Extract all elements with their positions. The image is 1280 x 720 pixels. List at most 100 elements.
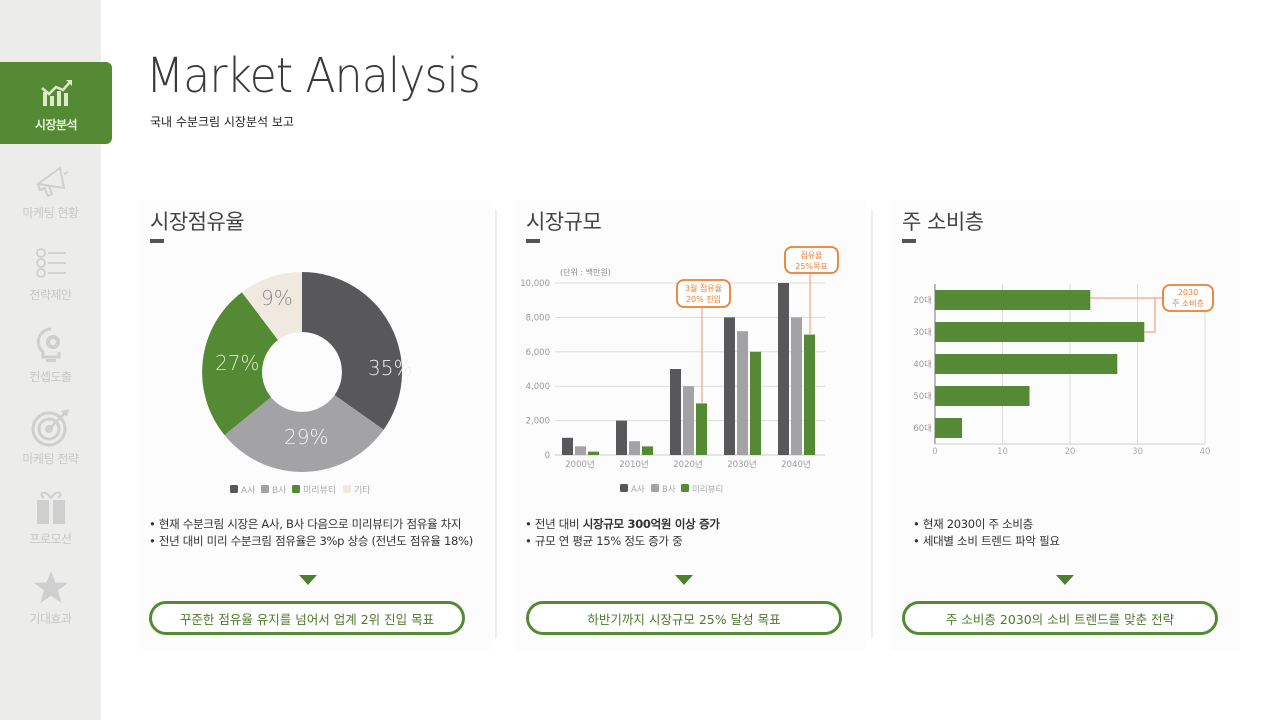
svg-text:A사: A사 <box>241 485 256 496</box>
sidebar-item-label: 마케팅 현황 <box>22 205 79 220</box>
bullet-item: • 규모 연 평균 15% 정도 증가 중 <box>525 534 683 548</box>
sidebar-item-marketing-status[interactable]: 마케팅 현황 <box>0 150 101 232</box>
sidebar-item-expected-effect[interactable]: 기대효과 <box>0 556 101 638</box>
x-axis-ticks: 2000년 2010년 2020년 2030년 2040년 <box>565 459 810 470</box>
bullet-item: • 세대별 소비 트렌드 파악 필요 <box>913 534 1060 548</box>
page-subtitle: 국내 수분크림 시장분석 보고 <box>150 115 294 129</box>
svg-text:2000년: 2000년 <box>565 459 594 470</box>
sidebar-item-label: 시장분석 <box>34 117 78 132</box>
svg-text:60대: 60대 <box>913 424 932 434</box>
svg-text:40대: 40대 <box>913 360 932 370</box>
svg-text:20% 진입: 20% 진입 <box>686 294 721 304</box>
star-icon <box>31 568 71 606</box>
chart-legend: A사 B사 미리뷰티 기타 <box>230 485 371 496</box>
hbar-chart-main-consumers: 20대 30대 40대 50대 60대 0 10 20 30 40 2030 주… <box>913 284 1214 457</box>
target-icon <box>31 408 71 446</box>
sidebar: 시장분석 마케팅 현황 전략제안 <box>0 0 112 720</box>
sidebar-item-marketing-strategy[interactable]: 마케팅 전략 <box>0 396 101 478</box>
slice-label: 35% <box>368 356 412 380</box>
svg-text:10: 10 <box>997 447 1008 457</box>
annotation-2020: 3월 점유율 20% 진입 <box>676 279 731 403</box>
sidebar-item-label: 프로모션 <box>29 531 72 546</box>
sidebar-item-label: 전략제안 <box>29 287 72 302</box>
y-axis-ticks: 10,000 8,000 6,000 4,000 2,000 0 <box>520 279 550 461</box>
svg-text:2030년: 2030년 <box>727 459 756 470</box>
annotation-2040: 점유율 25%목표 <box>784 246 839 334</box>
bar-chart-market-size: (단위 : 백만원) 10,000 8,000 6,000 4,000 2,00… <box>520 246 839 495</box>
svg-text:30대: 30대 <box>913 328 932 338</box>
down-arrow-icon <box>675 575 693 585</box>
svg-text:A사: A사 <box>631 485 645 495</box>
chart-legend: A사 B사 미리뷰티 <box>620 484 723 495</box>
sidebar-item-market-analysis[interactable]: 시장분석 <box>0 62 112 144</box>
bullet-item: • 현재 수분크림 시장은 A사, B사 다음으로 미리뷰티가 점유율 차지 <box>149 517 462 531</box>
svg-text:3월 점유율: 3월 점유율 <box>685 283 722 293</box>
slice-label: 29% <box>284 425 328 449</box>
x-axis-ticks: 0 10 20 30 40 <box>932 447 1210 457</box>
svg-text:2030: 2030 <box>1178 288 1198 297</box>
svg-text:B사: B사 <box>272 485 287 496</box>
chart-bar-icon <box>36 74 76 112</box>
svg-text:40: 40 <box>1200 447 1211 457</box>
svg-text:B사: B사 <box>662 485 676 495</box>
bullet-item: • 전년 대비 시장규모 300억원 이상 증가 <box>525 517 720 531</box>
svg-text:10,000: 10,000 <box>520 279 550 289</box>
bullet-list-market-size: • 전년 대비 시장규모 300억원 이상 증가 • 규모 연 평균 15% 정… <box>525 516 720 550</box>
svg-text:8,000: 8,000 <box>526 313 550 323</box>
sidebar-item-strategy-proposal[interactable]: 전략제안 <box>0 232 101 314</box>
svg-text:2010년: 2010년 <box>619 459 648 470</box>
lightbulb-gear-icon <box>31 326 71 364</box>
svg-text:4,000: 4,000 <box>526 382 550 392</box>
bullet-list-main-consumers: • 현재 2030이 주 소비층 • 세대별 소비 트렌드 파악 필요 <box>913 516 1060 550</box>
bars <box>562 283 815 455</box>
slice-miri-beauty <box>202 292 278 436</box>
svg-text:0: 0 <box>932 447 937 457</box>
down-arrow-icon <box>1056 575 1074 585</box>
bars <box>935 290 1145 438</box>
section-title-underline <box>902 239 916 243</box>
svg-text:기타: 기타 <box>354 485 371 496</box>
slice-a-company <box>302 272 402 430</box>
sidebar-item-promotion[interactable]: 프로모션 <box>0 476 101 558</box>
svg-text:25%목표: 25%목표 <box>795 262 828 271</box>
svg-text:6,000: 6,000 <box>526 348 550 358</box>
slice-label: 27% <box>215 351 259 375</box>
section-title-market-size: 시장규모 <box>526 210 602 234</box>
svg-text:30: 30 <box>1132 447 1143 457</box>
annotation-2030: 2030 주 소비층 <box>1090 284 1214 333</box>
svg-text:50대: 50대 <box>913 392 932 402</box>
goal-button-main-consumers[interactable]: 주 소비층 2030의 소비 트렌드를 맞춘 전략 <box>902 601 1218 635</box>
svg-text:미리뷰티: 미리뷰티 <box>692 485 723 495</box>
goal-button-market-share[interactable]: 꾸준한 점유율 유지를 넘어서 업계 2위 진입 목표 <box>149 601 465 635</box>
bullet-list-market-share: • 현재 수분크림 시장은 A사, B사 다음으로 미리뷰티가 점유율 차지 •… <box>149 516 473 550</box>
down-arrow-icon <box>299 575 317 585</box>
svg-text:20: 20 <box>1065 447 1076 457</box>
svg-text:점유율: 점유율 <box>800 250 822 260</box>
goal-button-market-size[interactable]: 하반기까지 시장규모 25% 달성 목표 <box>526 601 842 635</box>
page-title: Market Analysis <box>146 48 481 104</box>
donut-slices <box>202 272 402 472</box>
divider <box>871 210 873 638</box>
sidebar-item-label: 기대효과 <box>29 611 72 626</box>
unit-note: (단위 : 백만원) <box>560 267 611 277</box>
svg-text:미리뷰티: 미리뷰티 <box>303 485 336 496</box>
sidebar-item-concept[interactable]: 컨셉도출 <box>0 314 101 396</box>
gift-icon <box>31 488 71 526</box>
svg-text:주 소비층: 주 소비층 <box>1172 299 1204 308</box>
slice-label: 9% <box>261 286 293 310</box>
donut-chart-market-share: 35% 29% 27% 9% A사 B사 미리뷰티 기타 <box>202 272 412 496</box>
svg-text:2040년: 2040년 <box>781 459 810 470</box>
megaphone-icon <box>31 162 71 200</box>
section-title-main-consumers: 주 소비층 <box>902 210 984 234</box>
slice-b-company <box>224 395 384 472</box>
svg-text:2020년: 2020년 <box>673 459 702 470</box>
bullet-item: • 현재 2030이 주 소비층 <box>913 517 1033 531</box>
section-title-underline <box>526 239 540 243</box>
svg-text:0: 0 <box>545 451 550 461</box>
slice-others <box>241 272 302 340</box>
section-title-market-share: 시장점유율 <box>150 210 245 234</box>
checklist-icon <box>31 244 71 282</box>
sidebar-item-label: 컨셉도출 <box>29 369 72 384</box>
sidebar-item-label: 마케팅 전략 <box>22 451 79 466</box>
section-title-underline <box>150 239 164 243</box>
